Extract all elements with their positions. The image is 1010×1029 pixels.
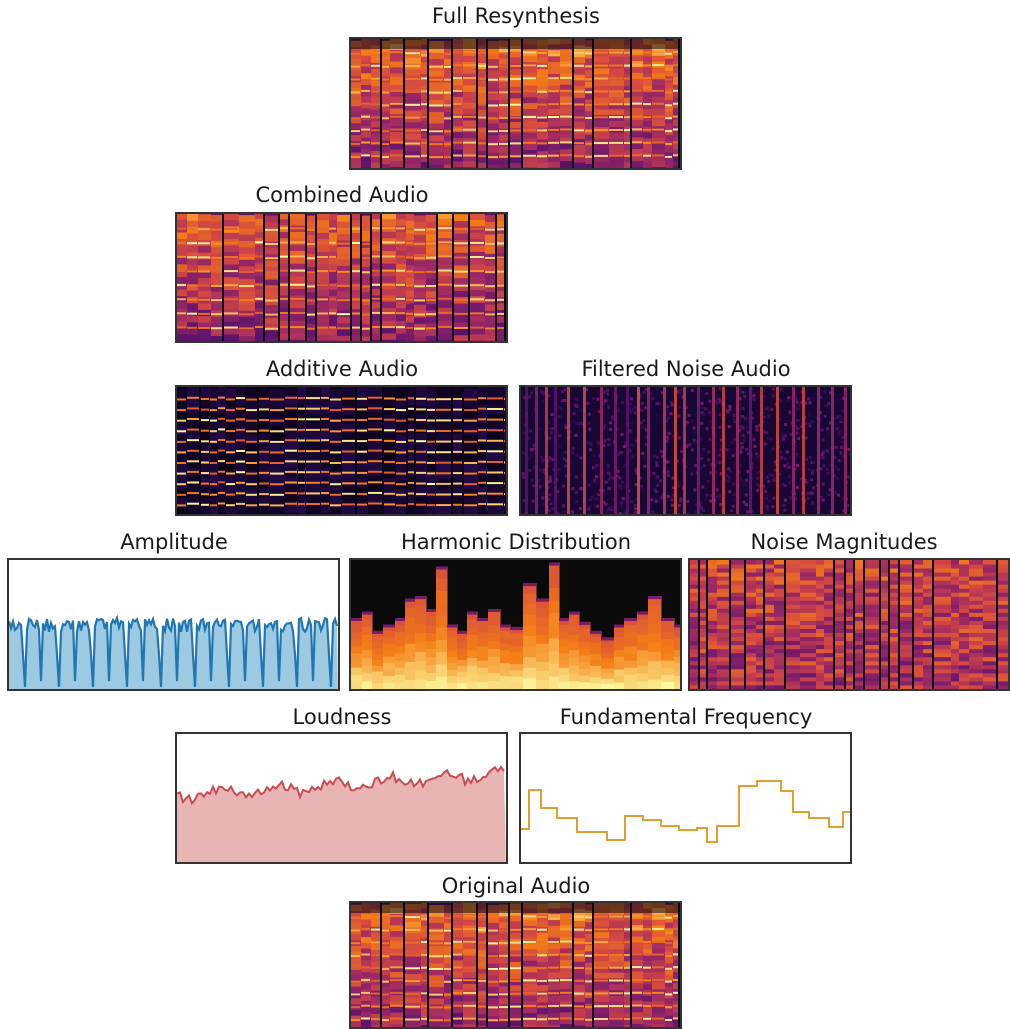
fundamental-frequency-title: Fundamental Frequency bbox=[559, 705, 813, 729]
harmonic-distribution-heatmap bbox=[351, 560, 680, 689]
combined-audio-panel bbox=[175, 212, 508, 343]
full-resynthesis-panel bbox=[349, 37, 682, 170]
full-resynthesis-title: Full Resynthesis bbox=[431, 4, 600, 28]
noise-magnitudes-panel bbox=[688, 558, 1010, 691]
loudness-panel bbox=[175, 732, 508, 864]
loudness-title: Loudness bbox=[292, 705, 392, 729]
fundamental-frequency-plot bbox=[521, 780, 850, 843]
fundamental-frequency-panel bbox=[519, 732, 852, 864]
full-resynthesis-spectrogram bbox=[351, 39, 680, 168]
combined-audio-spectrogram bbox=[177, 214, 506, 341]
filtered-noise-audio-panel bbox=[519, 385, 852, 516]
noise-magnitudes-heatmap bbox=[690, 560, 1008, 689]
original-audio-spectrogram bbox=[351, 903, 680, 1027]
filtered-noise-audio-spectrogram bbox=[521, 387, 850, 514]
loudness-plot bbox=[177, 765, 506, 862]
amplitude-panel bbox=[7, 558, 340, 691]
amplitude-plot bbox=[9, 614, 338, 689]
combined-audio-title: Combined Audio bbox=[255, 183, 429, 207]
amplitude-title: Amplitude bbox=[120, 530, 228, 554]
original-audio-title: Original Audio bbox=[441, 874, 591, 898]
additive-audio-title: Additive Audio bbox=[265, 357, 419, 381]
harmonic-distribution-panel bbox=[349, 558, 682, 691]
original-audio-panel bbox=[349, 901, 682, 1029]
additive-audio-spectrogram bbox=[177, 387, 506, 514]
noise-magnitudes-title: Noise Magnitudes bbox=[750, 530, 938, 554]
filtered-noise-audio-title: Filtered Noise Audio bbox=[581, 357, 791, 381]
additive-audio-panel bbox=[175, 385, 508, 516]
harmonic-distribution-title: Harmonic Distribution bbox=[400, 530, 632, 554]
